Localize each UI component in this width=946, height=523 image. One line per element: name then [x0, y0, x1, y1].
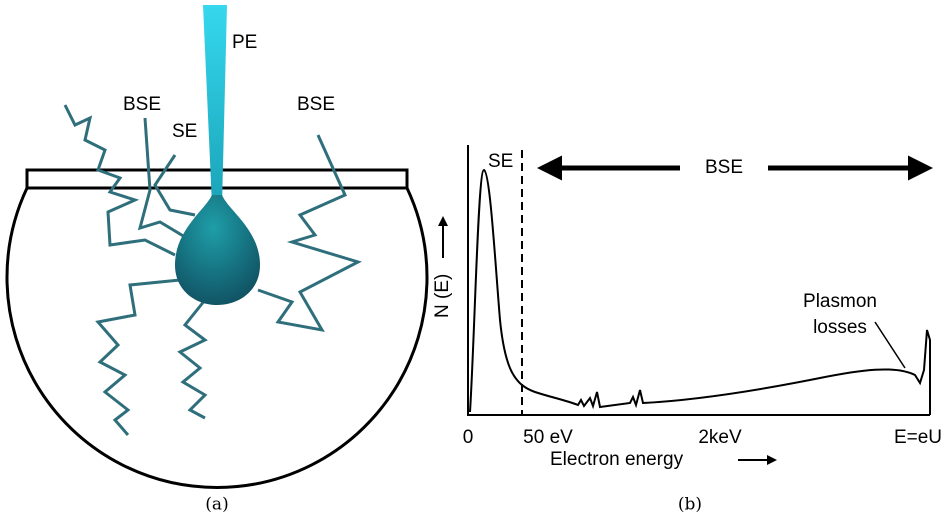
caption: (b)	[678, 495, 702, 515]
caption: (a)	[205, 495, 228, 515]
y-label: N (E)	[432, 274, 453, 318]
panel-a: PE BSE SE BSE (a)	[7, 5, 427, 515]
figure: PE BSE SE BSE (a) SE BSE Plasmon losses …	[0, 0, 946, 523]
axes	[468, 145, 930, 415]
label-bse: BSE	[297, 94, 335, 115]
x-label: E=eU	[894, 427, 942, 448]
label-se: SE	[172, 121, 197, 142]
annotation-pointer	[875, 322, 905, 368]
label-bse: BSE	[705, 157, 743, 178]
panel-b: SE BSE Plasmon losses N (E) 0 50 eV 2keV…	[432, 145, 942, 515]
x-label: 0	[463, 427, 474, 448]
annotation: Plasmon	[803, 291, 877, 312]
x-label: 2keV	[698, 427, 742, 448]
label-bse: BSE	[123, 94, 161, 115]
annotation: losses	[813, 317, 867, 338]
interaction-volume	[175, 195, 260, 305]
label-se: SE	[488, 151, 513, 172]
x-label: 50 eV	[523, 427, 573, 448]
label-pe: PE	[232, 32, 257, 53]
x-axis-title: Electron energy	[550, 449, 684, 470]
